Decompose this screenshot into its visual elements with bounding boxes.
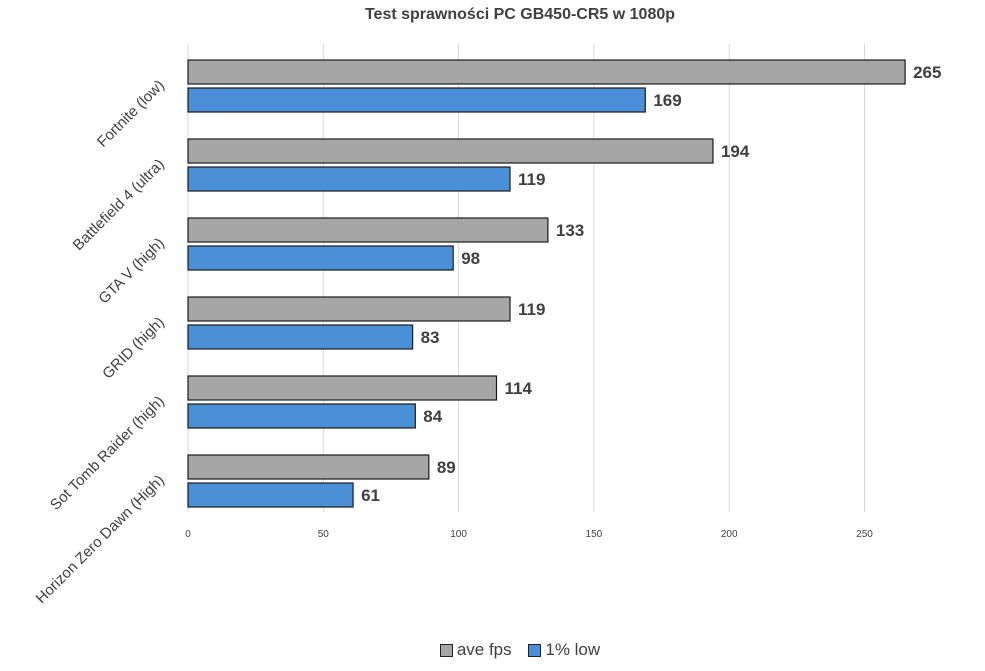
- bar: [187, 59, 906, 85]
- bar: [187, 454, 430, 480]
- data-label: 169: [653, 91, 681, 110]
- data-label: 89: [437, 458, 456, 477]
- legend-item-1pct-low[interactable]: 1% low: [528, 640, 600, 660]
- legend-label-1pct-low: 1% low: [545, 640, 601, 659]
- data-label: 83: [421, 328, 440, 347]
- data-label: 114: [504, 379, 532, 398]
- data-label: 194: [721, 142, 750, 161]
- bar: [187, 138, 714, 164]
- x-tick-label: 150: [586, 529, 603, 540]
- data-label: 84: [423, 407, 442, 426]
- bar: [187, 403, 416, 429]
- data-label: 133: [556, 221, 584, 240]
- chart-title: Test sprawności PC GB450-CR5 w 1080p: [364, 6, 676, 23]
- gridlines: [187, 44, 865, 512]
- category-label: Horizon Zero Dawn (High): [33, 472, 168, 607]
- data-label: 119: [518, 300, 545, 319]
- bar: [187, 87, 646, 113]
- bar: [187, 375, 498, 401]
- bars: [187, 59, 906, 508]
- x-tick-label: 250: [856, 529, 873, 540]
- data-label: 265: [913, 63, 941, 82]
- x-tick-label: 100: [450, 529, 467, 540]
- bar: [187, 245, 454, 271]
- bar: [187, 296, 511, 322]
- legend-item-ave-fps[interactable]: ave fps: [439, 640, 512, 660]
- bar: [187, 324, 414, 350]
- legend: ave fps 1% low: [0, 640, 985, 662]
- x-tick-label: 200: [721, 529, 738, 540]
- category-label: GTA V (high): [95, 235, 168, 308]
- bar: [187, 482, 354, 508]
- category-label: Fortnite (low): [94, 77, 168, 151]
- legend-label-ave-fps: ave fps: [456, 640, 512, 659]
- x-tick-label: 0: [185, 529, 191, 540]
- bar: [187, 217, 549, 243]
- data-label: 98: [461, 249, 480, 268]
- data-label: 119: [518, 170, 545, 189]
- legend-swatch-1pct-low: [528, 643, 542, 657]
- legend-swatch-ave-fps: [439, 643, 453, 657]
- x-tick-label: 50: [318, 529, 330, 540]
- category-label: GRID (high): [99, 314, 168, 383]
- data-label: 61: [361, 486, 380, 505]
- bar: [187, 166, 511, 192]
